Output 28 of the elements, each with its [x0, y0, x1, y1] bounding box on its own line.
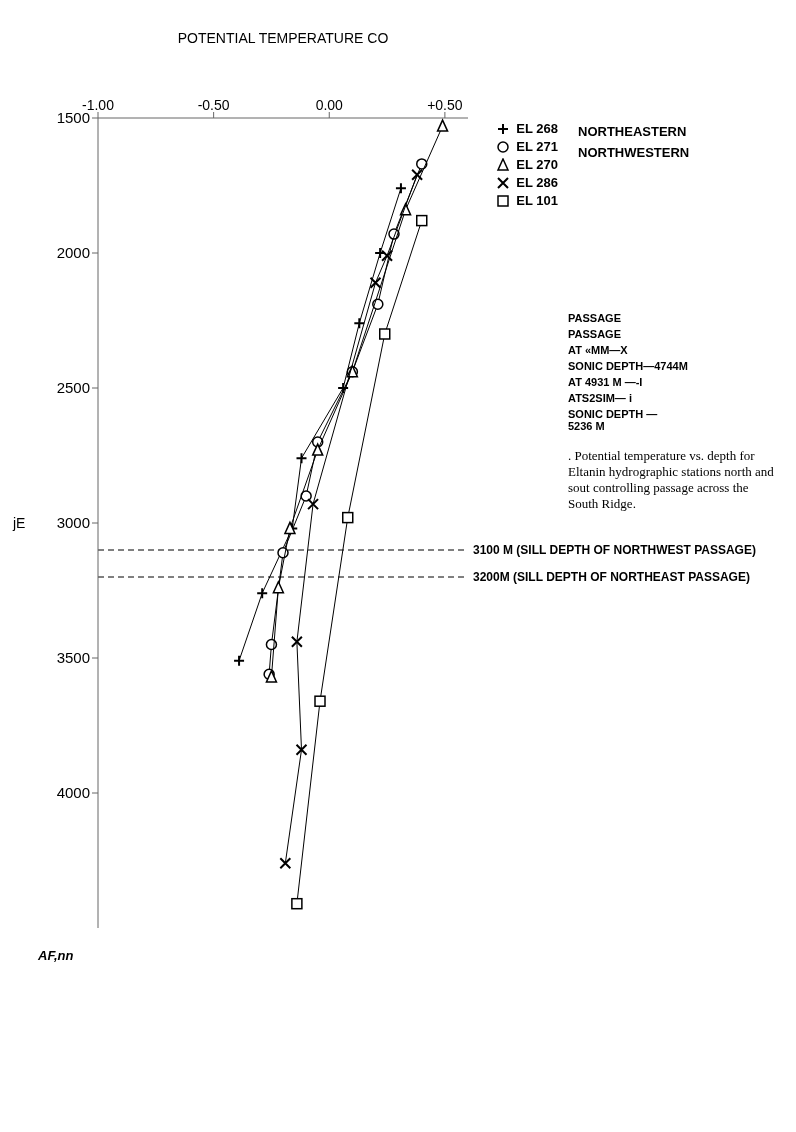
- y-tick-label: 2000: [56, 244, 90, 262]
- ref-line-label: 3100 M (SILL DEPTH OF NORTHWEST PASSAGE): [473, 543, 756, 558]
- x-axis-title: POTENTIAL TEMPERATURE CO: [177, 30, 389, 46]
- legend-label: EL 101: [516, 193, 558, 208]
- legend-label: EL 268: [516, 121, 558, 136]
- text: NORTHEASTERN: [578, 124, 688, 139]
- legend-label: EL 270: [516, 157, 558, 172]
- x-tick-label: 0.00: [315, 97, 344, 113]
- y-tick-label: 3000: [56, 514, 90, 532]
- text: SONIC DEPTH — 5236 M: [568, 408, 659, 432]
- ref-line-label: 3200M (SILL DEPTH OF NORTHEAST PASSAGE): [473, 570, 750, 585]
- text: ATS2SIM— i: [568, 392, 633, 404]
- text: AF,nn: [38, 948, 75, 963]
- text: PASSAGE: [568, 328, 622, 340]
- x-tick-label: +0.50: [427, 97, 463, 113]
- x-tick-label: -0.50: [197, 97, 230, 113]
- text: NORTHWESTERN: [578, 145, 691, 160]
- text: AT 4931 M —-I: [568, 376, 644, 388]
- text: AT «MM—X: [568, 344, 629, 356]
- text: SONIC DEPTH—4744M: [568, 360, 689, 372]
- legend-label: EL 286: [516, 175, 558, 190]
- text: . Potential temperature vs. depth for Eltanin hydrographic stations north and sout controlling passage across the South Ridge.: [568, 448, 775, 512]
- legend-label: EL 271: [516, 139, 558, 154]
- y-tick-label: 2500: [56, 379, 90, 397]
- text: PASSAGE: [568, 312, 622, 324]
- y-tick-label: 3500: [56, 649, 90, 667]
- y-axis-title: jE: [12, 514, 26, 531]
- y-tick-label: 4000: [56, 784, 90, 802]
